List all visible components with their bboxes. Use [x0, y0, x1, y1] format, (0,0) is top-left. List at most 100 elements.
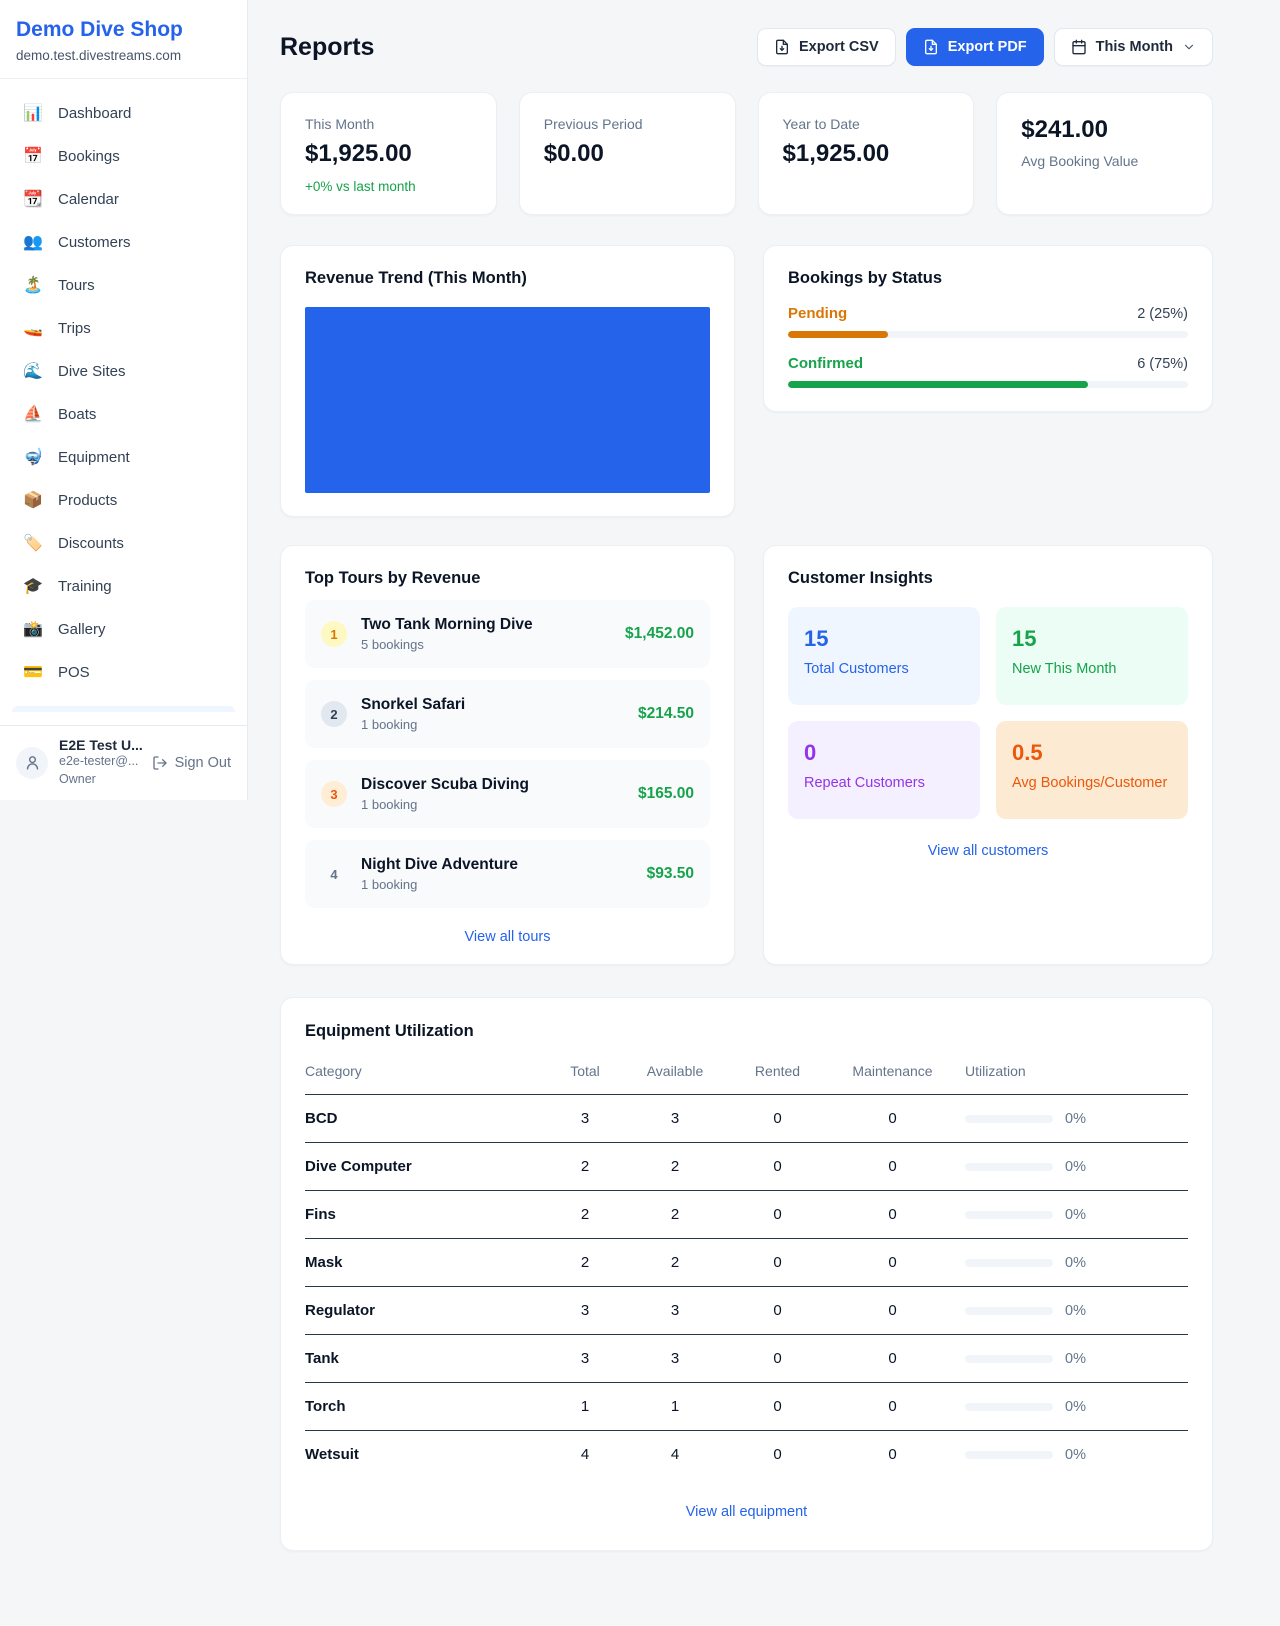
column-header-available: Available — [625, 1053, 725, 1095]
insight-label: New This Month — [1012, 661, 1117, 677]
sidebar-item-label: Customers — [58, 233, 131, 251]
view-all-equipment-link[interactable]: View all equipment — [685, 1504, 808, 1520]
sidebar-item-dashboard[interactable]: 📊 Dashboard — [12, 95, 235, 131]
customer-insights-title: Customer Insights — [788, 569, 933, 587]
utilization-bar — [965, 1306, 1053, 1315]
utilization-bar — [965, 1162, 1053, 1171]
sidebar-item-discounts[interactable]: 🏷️ Discounts — [12, 525, 235, 561]
header-actions: Export CSV Export PDF This Month — [756, 28, 1213, 66]
main-content: Reports Export CSV Export PDF This Month… — [280, 0, 1213, 1626]
sidebar-item-dive-sites[interactable]: 🌊 Dive Sites — [12, 353, 235, 389]
table-row: Torch 1 1 0 0 0% — [305, 1382, 1188, 1431]
sidebar-item-customers[interactable]: 👥 Customers — [12, 224, 235, 260]
equipment-rented: 0 — [725, 1094, 830, 1143]
sidebar-item-label: Dive Sites — [58, 362, 126, 380]
tour-amount: $1,452.00 — [625, 625, 694, 642]
rank-badge: 4 — [330, 866, 338, 882]
page-header: Reports Export CSV Export PDF This Month — [280, 28, 1213, 66]
dashboard-icon: 📊 — [23, 105, 43, 123]
insight-new-this-month: 15 New This Month — [996, 607, 1188, 705]
tour-name: Night Dive Adventure — [361, 856, 519, 873]
top-tours-title: Top Tours by Revenue — [305, 569, 481, 587]
tour-name: Snorkel Safari — [361, 696, 466, 713]
utilization-bar — [965, 1354, 1053, 1363]
progress-track — [788, 381, 1188, 388]
bookings-by-status-card: Bookings by Status Pending 2 (25%) Confi… — [763, 245, 1213, 412]
equipment-total: 2 — [545, 1238, 625, 1287]
equipment-category: Regulator — [305, 1286, 545, 1335]
tour-bookings: 1 booking — [361, 877, 418, 892]
equipment-maintenance: 0 — [830, 1142, 955, 1191]
sidebar-item-equipment[interactable]: 🤿 Equipment — [12, 439, 235, 475]
tour-name: Two Tank Morning Dive — [361, 616, 533, 633]
sidebar-item-pos[interactable]: 💳 POS — [12, 654, 235, 690]
column-header-rented: Rented — [725, 1053, 830, 1095]
equipment-total: 4 — [580, 1446, 590, 1463]
stat-value: $0.00 — [543, 140, 604, 167]
sidebar-item-label: Bookings — [58, 147, 120, 165]
table-row: Mask 2 2 0 0 0% — [305, 1238, 1188, 1287]
equipment-utilization-title: Equipment Utilization — [305, 1022, 474, 1040]
equipment-category: Fins — [305, 1190, 545, 1239]
sidebar-header: Demo Dive Shop demo.test.divestreams.com — [0, 0, 247, 80]
sidebar-item-training[interactable]: 🎓 Training — [12, 568, 235, 604]
tour-row: 3 Discover Scuba Diving 1 booking $165.0… — [305, 760, 710, 828]
equipment-available: 3 — [625, 1286, 725, 1335]
sidebar-item-boats[interactable]: ⛵ Boats — [12, 396, 235, 432]
period-select[interactable]: This Month — [1053, 28, 1213, 66]
sidebar-item-label: Trips — [58, 319, 91, 337]
utilization-percent: 0% — [1065, 1158, 1086, 1175]
table-row: Tank 3 3 0 0 0% — [305, 1334, 1188, 1383]
stat-label: This Month — [305, 116, 375, 132]
stat-delta: +0% vs last month — [305, 179, 416, 194]
package-icon: 📦 — [23, 492, 43, 510]
user-email: e2e-tester@... — [59, 754, 139, 768]
user-name: E2E Test U... — [59, 737, 143, 753]
status-row-pending: Pending 2 (25%) — [788, 305, 1188, 338]
equipment-category: Wetsuit — [305, 1446, 359, 1463]
utilization-bar — [965, 1210, 1053, 1219]
calendar-icon — [1072, 39, 1086, 55]
column-header-maintenance: Maintenance — [830, 1053, 955, 1095]
insight-value: 15 — [804, 626, 829, 651]
stat-label: Year to Date — [782, 116, 860, 132]
table-row: Wetsuit 4 4 0 0 0% — [305, 1431, 1188, 1479]
sign-out-label: Sign Out — [174, 754, 231, 771]
sidebar: Demo Dive Shop demo.test.divestreams.com… — [0, 0, 248, 800]
sign-out-icon — [152, 755, 167, 770]
sidebar-item-calendar[interactable]: 📆 Calendar — [12, 181, 235, 217]
insights-row: Top Tours by Revenue 1 Two Tank Morning … — [280, 545, 1213, 965]
sidebar-item-active-partial[interactable] — [12, 706, 235, 712]
status-label: Pending — [788, 305, 848, 322]
equipment-category: Torch — [305, 1382, 545, 1431]
insight-label: Repeat Customers — [804, 775, 925, 791]
status-row-confirmed: Confirmed 6 (75%) — [788, 355, 1188, 388]
equipment-rented: 0 — [773, 1446, 782, 1463]
utilization-bar — [965, 1258, 1053, 1267]
sidebar-item-label: Equipment — [58, 448, 130, 466]
sidebar-item-trips[interactable]: 🚤 Trips — [12, 310, 235, 346]
utilization-percent: 0% — [1065, 1446, 1086, 1463]
sidebar-item-tours[interactable]: 🏝️ Tours — [12, 267, 235, 303]
speedboat-icon: 🚤 — [23, 320, 43, 338]
equipment-utilization-card: Equipment Utilization Category Total Ava… — [280, 997, 1213, 1551]
utilization-bar — [965, 1114, 1053, 1123]
rank-badge: 2 — [321, 701, 347, 727]
stat-label: Avg Booking Value — [1021, 153, 1139, 169]
sidebar-item-gallery[interactable]: 📸 Gallery — [12, 611, 235, 647]
sidebar-item-label: Dashboard — [58, 104, 132, 122]
export-csv-button[interactable]: Export CSV — [756, 28, 896, 66]
sidebar-item-bookings[interactable]: 📅 Bookings — [12, 138, 235, 174]
export-pdf-button[interactable]: Export PDF — [905, 28, 1044, 66]
camera-icon: 📸 — [23, 621, 43, 639]
view-all-customers-link[interactable]: View all customers — [927, 843, 1049, 859]
view-all-tours-link[interactable]: View all tours — [464, 929, 551, 945]
insight-value: 0.5 — [1012, 740, 1043, 765]
tag-icon: 🏷️ — [23, 535, 43, 553]
sidebar-item-products[interactable]: 📦 Products — [12, 482, 235, 518]
customers-icon: 👥 — [23, 234, 43, 252]
sailboat-icon: ⛵ — [23, 406, 43, 424]
sign-out-button[interactable]: Sign Out — [152, 755, 231, 771]
utilization-percent: 0% — [1065, 1206, 1086, 1223]
column-header-category: Category — [305, 1053, 545, 1095]
